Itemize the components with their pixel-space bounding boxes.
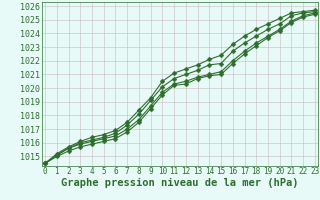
X-axis label: Graphe pression niveau de la mer (hPa): Graphe pression niveau de la mer (hPa) <box>61 178 299 188</box>
